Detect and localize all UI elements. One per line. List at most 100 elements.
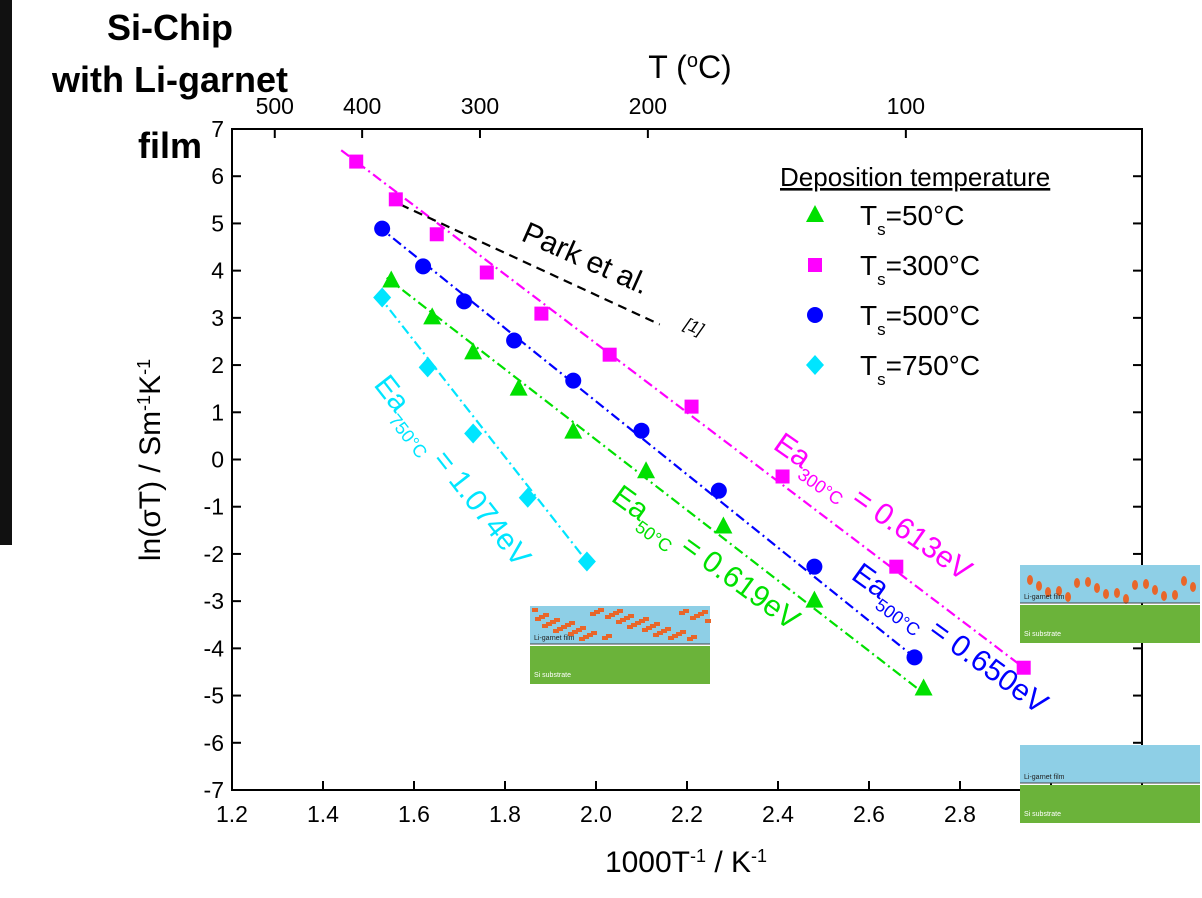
inset-grain	[598, 608, 604, 612]
marker-triangle	[382, 270, 401, 288]
inset-grain	[679, 611, 685, 615]
x-tick-label: 1.2	[216, 801, 248, 827]
inset-grain	[620, 618, 626, 622]
inset-grain	[654, 622, 660, 626]
marker-circle	[633, 422, 650, 439]
text-part: = 1.074eV	[421, 438, 537, 573]
text-part: ln(σT) / Sm	[134, 411, 167, 561]
x-tick-label: 2.0	[580, 801, 612, 827]
inset-grain	[657, 631, 663, 635]
inset-substrate-label: Si substrate	[1024, 631, 1061, 638]
legend-label-sub: s	[877, 320, 886, 339]
inset-grain	[583, 635, 589, 639]
inset-grain	[580, 626, 586, 630]
y-tick-label: -1	[204, 494, 224, 520]
inset-substrate	[530, 646, 710, 684]
inset-grain	[650, 624, 656, 628]
x2-tick-label: 500	[256, 93, 294, 119]
legend-label-part: =500°C	[886, 300, 981, 331]
inset-grain	[1036, 581, 1042, 591]
legend-label-sub: s	[877, 270, 886, 289]
inset-grain	[539, 615, 545, 619]
inset-film-label: Li-garnet film	[1024, 774, 1065, 781]
inset-grain	[587, 633, 593, 637]
inset-grain	[594, 610, 600, 614]
legend-label-part: T	[860, 350, 877, 381]
legend-label-part: =300°C	[886, 250, 981, 281]
inset-grain	[705, 619, 711, 623]
inset-grain	[1074, 578, 1080, 588]
legend-label-part: T	[860, 250, 877, 281]
inset-film-label: Li-garnet film	[534, 635, 575, 642]
inset: Li-garnet film Si substrate	[1020, 565, 1200, 643]
legend-label-sub: s	[877, 220, 886, 239]
inset-grain	[661, 629, 667, 633]
marker-triangle	[564, 421, 583, 439]
legend-label: Ts=750°C	[860, 350, 980, 389]
marker-triangle	[423, 307, 442, 325]
inset-substrate-label: Si substrate	[534, 672, 571, 679]
rich-text: 1000T-1 / K-1	[605, 846, 767, 879]
reference-line	[399, 203, 661, 326]
text-part: T (	[648, 49, 687, 85]
inset-film	[1020, 745, 1200, 783]
inset-grain	[1065, 592, 1071, 602]
legend-label: Ts=50°C	[860, 200, 965, 239]
marker-diamond	[373, 287, 392, 308]
inset: Li-garnet film Si substrate	[530, 606, 711, 684]
annotation: Ea750°C = 1.074eV	[362, 369, 537, 577]
inset-grain	[605, 615, 611, 619]
marker-circle	[906, 649, 923, 666]
inset-substrate	[1020, 605, 1200, 643]
inset-grain	[691, 635, 697, 639]
edge-strip	[0, 0, 12, 545]
inset-grain	[1056, 586, 1062, 596]
marker-square	[534, 306, 549, 321]
inset-grain	[635, 621, 641, 625]
text-part: 1000T	[605, 846, 690, 879]
legend-label: Ts=500°C	[860, 300, 980, 339]
inset-substrate-label: Si substrate	[1024, 811, 1061, 818]
fit-line	[386, 276, 925, 695]
inset-grain	[553, 629, 559, 633]
marker-triangle	[714, 516, 733, 534]
x2-tick-label: 200	[629, 93, 667, 119]
inset-grain	[554, 618, 560, 622]
legend-label: Ts=300°C	[860, 250, 980, 289]
inset-grain	[568, 632, 574, 636]
legend-label-part: T	[860, 300, 877, 331]
marker-triangle	[509, 378, 528, 396]
marker-circle	[710, 482, 727, 499]
inset-grain	[613, 611, 619, 615]
inset-grain	[639, 619, 645, 623]
inset-grain	[1172, 590, 1178, 600]
inset-grain	[628, 614, 634, 618]
legend-marker	[807, 307, 823, 323]
shifted-text: o	[687, 50, 698, 72]
rich-text: ln(σT) / Sm-1K-1	[134, 359, 167, 561]
inset-grain	[617, 609, 623, 613]
shifted-text: -1	[134, 359, 154, 375]
legend-label-part: T	[860, 200, 877, 231]
inset-grain	[546, 622, 552, 626]
marker-circle	[806, 558, 823, 575]
x-tick-label: 2.6	[853, 801, 885, 827]
inset-grain	[627, 625, 633, 629]
inset-grain	[1143, 579, 1149, 589]
marker-square	[349, 154, 364, 169]
marker-square	[602, 347, 617, 362]
y-tick-label: 3	[211, 305, 224, 331]
x2-tick-label: 100	[887, 93, 925, 119]
inset-grain	[1027, 575, 1033, 585]
inset-grain	[653, 633, 659, 637]
annotation-note: [1]	[680, 314, 707, 340]
inset-grain	[642, 628, 648, 632]
y-tick-label: -3	[204, 588, 224, 614]
inset-grain	[1161, 591, 1167, 601]
inset-grain	[1132, 580, 1138, 590]
inset-grain	[572, 630, 578, 634]
marker-square	[889, 559, 904, 574]
x2-tick-label: 300	[461, 93, 499, 119]
marker-diamond	[418, 357, 437, 378]
